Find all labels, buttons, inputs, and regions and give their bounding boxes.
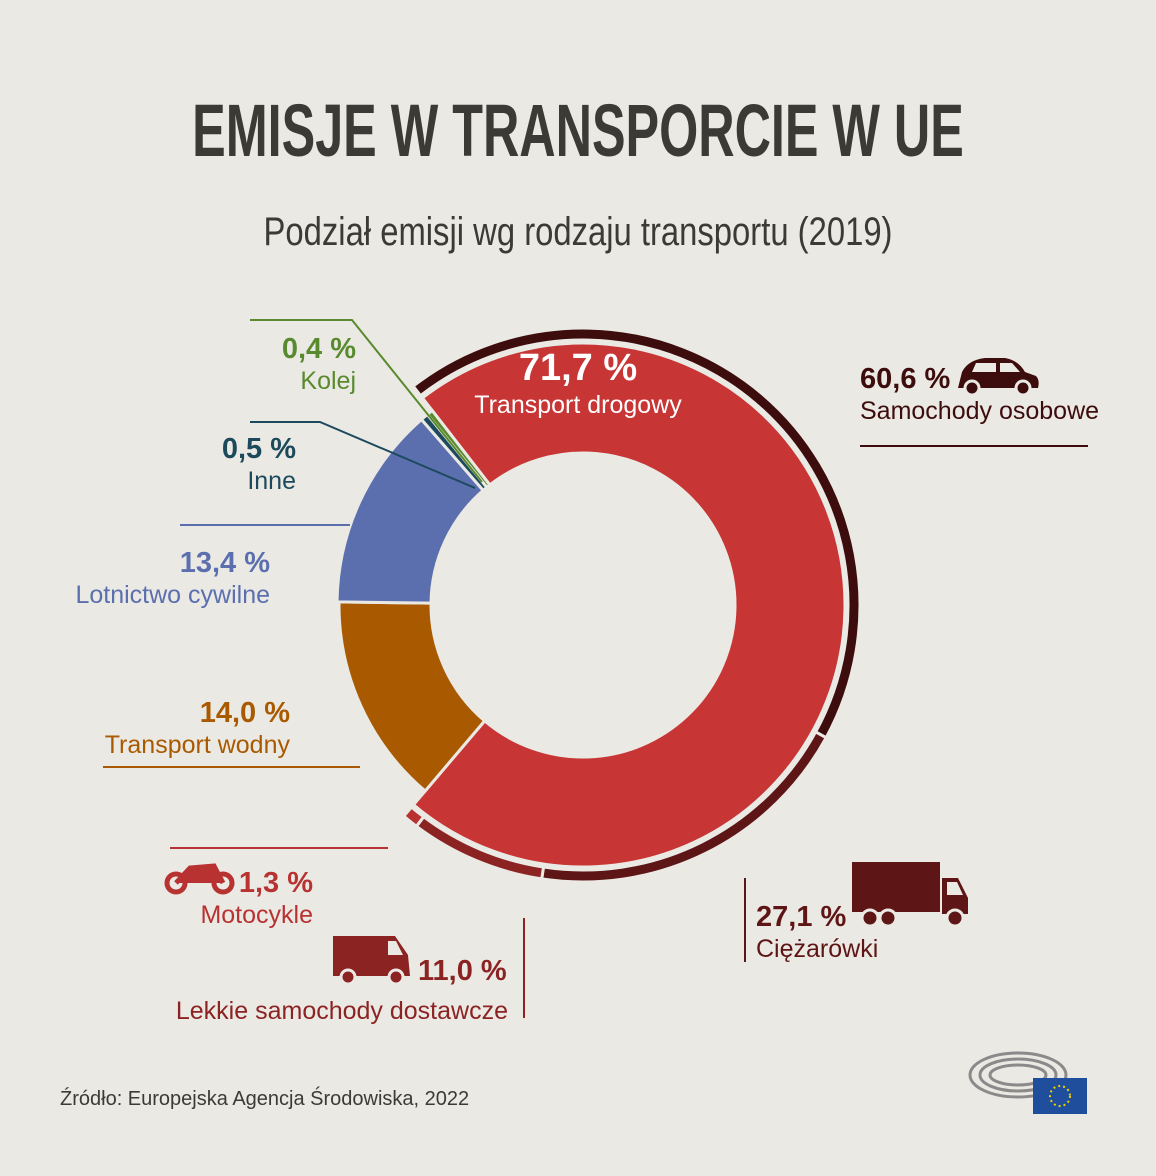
label-dostawcze: Lekkie samochody dostawcze xyxy=(175,997,508,1025)
eu-parliament-logo xyxy=(968,1051,1087,1114)
value-dostawcze: 11,0 % xyxy=(418,955,507,987)
label-lotnictwo: 13,4 % Lotnictwo cywilne xyxy=(75,547,270,609)
label-motocykle: 1,3 % Motocykle xyxy=(200,867,313,929)
label-samochody-osobowe: 60,6 % Samochody osobowe xyxy=(860,363,1100,425)
car-icon xyxy=(958,358,1039,397)
leader-kolej xyxy=(250,319,483,483)
label-ciezarowki: 27,1 % Ciężarówki xyxy=(756,901,879,963)
label-transport-drogowy: 71,7 % Transport drogowy xyxy=(474,347,682,419)
label-inne: 0,5 % Inne xyxy=(221,433,296,495)
page-title: EMISJE W TRANSPORCIE W UE xyxy=(185,88,971,174)
source-note: Źródło: Europejska Agencja Środowiska, 2… xyxy=(60,1088,470,1110)
leader-inne xyxy=(250,421,476,489)
page-subtitle-text: Podział emisji wg rodzaju transportu (20… xyxy=(263,210,893,254)
page-title-text: EMISJE W TRANSPORCIE W UE xyxy=(192,89,964,172)
page-subtitle: Podział emisji wg rodzaju transportu (20… xyxy=(104,208,1052,256)
subsegment-motocykle xyxy=(401,804,426,829)
motorcycle-icon xyxy=(164,863,235,895)
segment-transport-drogowy xyxy=(411,341,847,869)
truck-icon xyxy=(852,862,968,928)
label-transport-wodny: 14,0 % Transport wodny xyxy=(104,697,290,759)
segment-kolej xyxy=(425,408,492,490)
label-kolej: 0,4 % Kolej xyxy=(281,333,356,395)
van-icon xyxy=(333,936,410,986)
